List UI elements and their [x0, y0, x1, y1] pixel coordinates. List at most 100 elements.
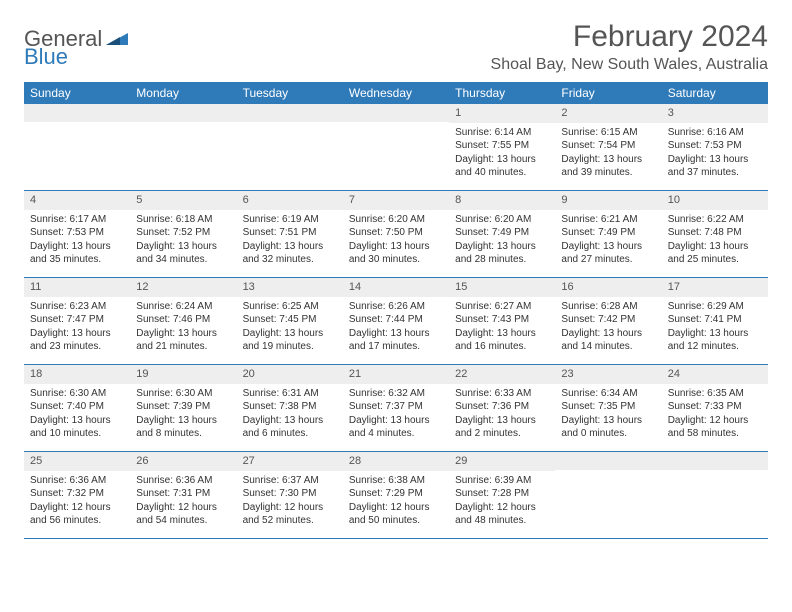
day-number: 25 — [24, 452, 130, 471]
day-cell: 21Sunrise: 6:32 AMSunset: 7:37 PMDayligh… — [343, 365, 449, 451]
day-cell: 12Sunrise: 6:24 AMSunset: 7:46 PMDayligh… — [130, 278, 236, 364]
daylight-text: Daylight: 13 hours and 14 minutes. — [561, 327, 655, 354]
daylight-text: Daylight: 13 hours and 25 minutes. — [668, 240, 762, 267]
daylight-text: Daylight: 13 hours and 27 minutes. — [561, 240, 655, 267]
sunset-text: Sunset: 7:46 PM — [136, 313, 230, 327]
day-body: Sunrise: 6:14 AMSunset: 7:55 PMDaylight:… — [449, 123, 555, 184]
sunrise-text: Sunrise: 6:29 AM — [668, 300, 762, 314]
sunset-text: Sunset: 7:28 PM — [455, 487, 549, 501]
sunrise-text: Sunrise: 6:15 AM — [561, 126, 655, 140]
day-body: Sunrise: 6:21 AMSunset: 7:49 PMDaylight:… — [555, 210, 661, 271]
daylight-text: Daylight: 13 hours and 37 minutes. — [668, 153, 762, 180]
day-number — [237, 104, 343, 122]
sunset-text: Sunset: 7:51 PM — [243, 226, 337, 240]
day-number: 2 — [555, 104, 661, 123]
daylight-text: Daylight: 13 hours and 35 minutes. — [30, 240, 124, 267]
calendar: SundayMondayTuesdayWednesdayThursdayFrid… — [24, 82, 768, 539]
sunset-text: Sunset: 7:31 PM — [136, 487, 230, 501]
day-body: Sunrise: 6:22 AMSunset: 7:48 PMDaylight:… — [662, 210, 768, 271]
day-body: Sunrise: 6:25 AMSunset: 7:45 PMDaylight:… — [237, 297, 343, 358]
sunrise-text: Sunrise: 6:19 AM — [243, 213, 337, 227]
day-cell: 1Sunrise: 6:14 AMSunset: 7:55 PMDaylight… — [449, 104, 555, 190]
sunset-text: Sunset: 7:49 PM — [455, 226, 549, 240]
sunset-text: Sunset: 7:50 PM — [349, 226, 443, 240]
empty-day-cell — [662, 452, 768, 538]
sunrise-text: Sunrise: 6:39 AM — [455, 474, 549, 488]
day-body: Sunrise: 6:36 AMSunset: 7:31 PMDaylight:… — [130, 471, 236, 532]
day-cell: 11Sunrise: 6:23 AMSunset: 7:47 PMDayligh… — [24, 278, 130, 364]
day-cell: 25Sunrise: 6:36 AMSunset: 7:32 PMDayligh… — [24, 452, 130, 538]
empty-day-cell — [555, 452, 661, 538]
day-body: Sunrise: 6:28 AMSunset: 7:42 PMDaylight:… — [555, 297, 661, 358]
sunrise-text: Sunrise: 6:20 AM — [349, 213, 443, 227]
sunrise-text: Sunrise: 6:16 AM — [668, 126, 762, 140]
sunrise-text: Sunrise: 6:31 AM — [243, 387, 337, 401]
day-body: Sunrise: 6:23 AMSunset: 7:47 PMDaylight:… — [24, 297, 130, 358]
day-cell: 27Sunrise: 6:37 AMSunset: 7:30 PMDayligh… — [237, 452, 343, 538]
sunrise-text: Sunrise: 6:14 AM — [455, 126, 549, 140]
daylight-text: Daylight: 13 hours and 2 minutes. — [455, 414, 549, 441]
daylight-text: Daylight: 13 hours and 12 minutes. — [668, 327, 762, 354]
day-number: 27 — [237, 452, 343, 471]
month-title: February 2024 — [491, 20, 768, 54]
daylight-text: Daylight: 13 hours and 40 minutes. — [455, 153, 549, 180]
day-number: 21 — [343, 365, 449, 384]
weekday-header: Saturday — [662, 82, 768, 104]
daylight-text: Daylight: 13 hours and 21 minutes. — [136, 327, 230, 354]
day-number: 17 — [662, 278, 768, 297]
sunrise-text: Sunrise: 6:17 AM — [30, 213, 124, 227]
day-body: Sunrise: 6:19 AMSunset: 7:51 PMDaylight:… — [237, 210, 343, 271]
sunrise-text: Sunrise: 6:32 AM — [349, 387, 443, 401]
day-body: Sunrise: 6:38 AMSunset: 7:29 PMDaylight:… — [343, 471, 449, 532]
empty-day-cell — [24, 104, 130, 190]
day-number: 7 — [343, 191, 449, 210]
day-cell: 17 Sunrise: 6:29 AMSunset: 7:41 PMDayligh… — [662, 278, 768, 364]
sunset-text: Sunset: 7:41 PM — [668, 313, 762, 327]
sunset-text: Sunset: 7:44 PM — [349, 313, 443, 327]
day-number — [662, 452, 768, 470]
empty-day-cell — [237, 104, 343, 190]
sunset-text: Sunset: 7:48 PM — [668, 226, 762, 240]
daylight-text: Daylight: 12 hours and 52 minutes. — [243, 501, 337, 528]
day-body: Sunrise: 6:30 AMSunset: 7:39 PMDaylight:… — [130, 384, 236, 445]
weekday-header: Wednesday — [343, 82, 449, 104]
day-cell: 5Sunrise: 6:18 AMSunset: 7:52 PMDaylight… — [130, 191, 236, 277]
day-cell: 23Sunrise: 6:34 AMSunset: 7:35 PMDayligh… — [555, 365, 661, 451]
sunset-text: Sunset: 7:40 PM — [30, 400, 124, 414]
sunrise-text: Sunrise: 6:35 AM — [668, 387, 762, 401]
day-body: Sunrise: 6:32 AMSunset: 7:37 PMDaylight:… — [343, 384, 449, 445]
daylight-text: Daylight: 12 hours and 58 minutes. — [668, 414, 762, 441]
sunrise-text: Sunrise: 6:34 AM — [561, 387, 655, 401]
day-number: 18 — [24, 365, 130, 384]
sunset-text: Sunset: 7:49 PM — [561, 226, 655, 240]
daylight-text: Daylight: 13 hours and 6 minutes. — [243, 414, 337, 441]
week-row: 4Sunrise: 6:17 AMSunset: 7:53 PMDaylight… — [24, 191, 768, 278]
day-body: Sunrise: 6:30 AMSunset: 7:40 PMDaylight:… — [24, 384, 130, 445]
day-body: Sunrise: 6:18 AMSunset: 7:52 PMDaylight:… — [130, 210, 236, 271]
day-cell: 15Sunrise: 6:27 AMSunset: 7:43 PMDayligh… — [449, 278, 555, 364]
day-body: Sunrise: 6:37 AMSunset: 7:30 PMDaylight:… — [237, 471, 343, 532]
day-cell: 7 Sunrise: 6:20 AMSunset: 7:50 PMDaylight… — [343, 191, 449, 277]
day-number: 20 — [237, 365, 343, 384]
day-body: Sunrise: 6:36 AMSunset: 7:32 PMDaylight:… — [24, 471, 130, 532]
day-body: Sunrise: 6:15 AMSunset: 7:54 PMDaylight:… — [555, 123, 661, 184]
day-cell: 9Sunrise: 6:21 AMSunset: 7:49 PMDaylight… — [555, 191, 661, 277]
daylight-text: Daylight: 12 hours and 54 minutes. — [136, 501, 230, 528]
day-cell: 26Sunrise: 6:36 AMSunset: 7:31 PMDayligh… — [130, 452, 236, 538]
daylight-text: Daylight: 13 hours and 30 minutes. — [349, 240, 443, 267]
sunset-text: Sunset: 7:47 PM — [30, 313, 124, 327]
day-cell: 6Sunrise: 6:19 AMSunset: 7:51 PMDaylight… — [237, 191, 343, 277]
day-number: 24 — [662, 365, 768, 384]
day-body: Sunrise: 6:17 AMSunset: 7:53 PMDaylight:… — [24, 210, 130, 271]
daylight-text: Daylight: 13 hours and 8 minutes. — [136, 414, 230, 441]
day-number: 12 — [130, 278, 236, 297]
daylight-text: Daylight: 13 hours and 16 minutes. — [455, 327, 549, 354]
week-row: 1Sunrise: 6:14 AMSunset: 7:55 PMDaylight… — [24, 104, 768, 191]
week-row: 25Sunrise: 6:36 AMSunset: 7:32 PMDayligh… — [24, 452, 768, 539]
day-number — [130, 104, 236, 122]
day-cell: 24Sunrise: 6:35 AMSunset: 7:33 PMDayligh… — [662, 365, 768, 451]
sunrise-text: Sunrise: 6:26 AM — [349, 300, 443, 314]
day-cell: 3Sunrise: 6:16 AMSunset: 7:53 PMDaylight… — [662, 104, 768, 190]
sunset-text: Sunset: 7:37 PM — [349, 400, 443, 414]
daylight-text: Daylight: 13 hours and 39 minutes. — [561, 153, 655, 180]
